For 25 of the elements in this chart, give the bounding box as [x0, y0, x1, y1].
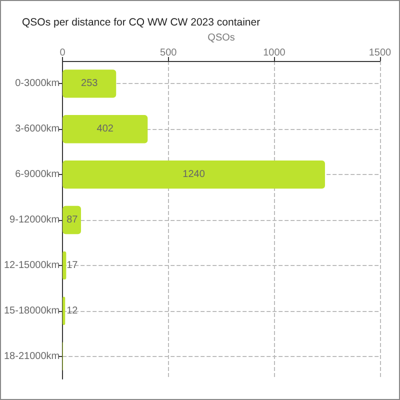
- x-tick-label: 0: [60, 48, 66, 58]
- y-tick-label: 3-6000km: [15, 124, 60, 135]
- data-label: 402: [96, 124, 114, 135]
- chart-title: QSOs per distance for CQ WW CW 2023 container: [22, 16, 261, 28]
- y-tick-label: 9-12000km: [10, 214, 60, 226]
- y-tick-label: 15-18000km: [4, 305, 60, 316]
- bar: [62, 296, 66, 325]
- data-label: 17: [66, 260, 78, 271]
- x-axis-title: QSOs: [208, 32, 235, 44]
- bar: [62, 70, 116, 98]
- y-tick-label: 18-21000km: [4, 350, 60, 362]
- bar: [62, 160, 325, 189]
- x-tick-label: 500: [160, 48, 178, 58]
- data-label: 253: [81, 78, 98, 90]
- x-tick-label: 1000: [263, 48, 286, 58]
- data-label: 12: [66, 305, 78, 316]
- bar: [62, 115, 148, 144]
- bar: [62, 206, 81, 234]
- y-tick-label: 0-3000km: [15, 78, 60, 90]
- data-label: 87: [66, 214, 78, 226]
- y-tick-label: 6-9000km: [15, 169, 60, 180]
- x-tick-label: 1500: [368, 48, 392, 58]
- data-label: 1240: [182, 169, 206, 180]
- bar: [62, 251, 66, 280]
- y-tick-label: 12-15000km: [4, 260, 60, 271]
